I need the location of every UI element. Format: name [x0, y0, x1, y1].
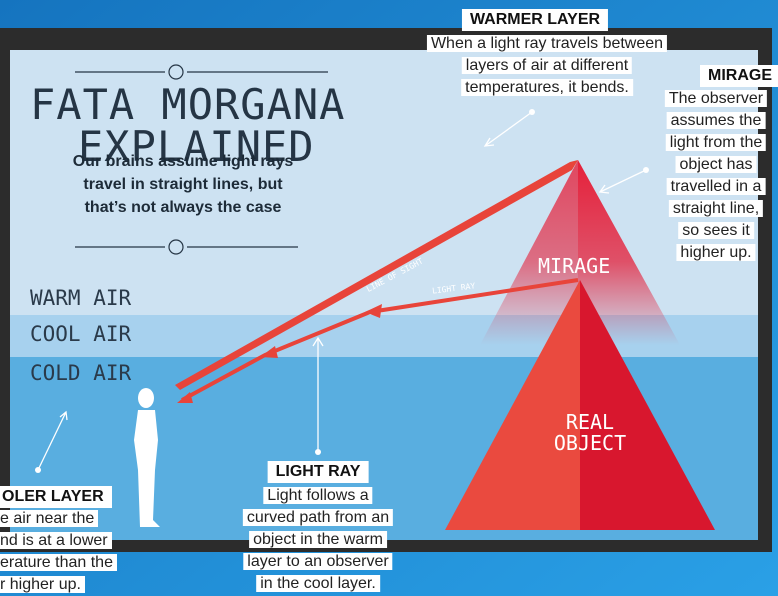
real-object-line: REAL [540, 412, 640, 433]
callout-line: in the cool layer. [256, 573, 380, 595]
callout-line: r higher up. [0, 574, 85, 596]
callout-line: light from the [666, 132, 766, 154]
callout-text: e air near the [0, 510, 98, 527]
callout-line: The observer [665, 88, 767, 110]
callout-text: object in the warm [249, 531, 387, 548]
callout-heading: LIGHT RAY [268, 461, 369, 483]
mirage-label: MIRAGE [538, 254, 610, 278]
title: FATA MORGANA [30, 84, 345, 126]
callout-line: so sees it [678, 220, 754, 242]
real-object-line: OBJECT [540, 433, 640, 454]
callout-text: layers of air at different [462, 57, 632, 74]
callout-text: higher up. [676, 244, 755, 261]
callout-text: r higher up. [0, 576, 85, 593]
callout-text: light from the [666, 134, 766, 151]
callout-heading: MIRAGE [700, 65, 778, 87]
callout-line: travelled in a [667, 176, 766, 198]
layer-label: WARM AIR [30, 286, 131, 310]
callout-line: assumes the [667, 110, 766, 132]
callout-text: The observer [665, 90, 767, 107]
callout-line: object has [676, 154, 757, 176]
callout-text: straight line, [669, 200, 763, 217]
subtitle-line: Our brains assume light rays [33, 150, 333, 173]
callout-text: travelled in a [667, 178, 766, 195]
callout-text: curved path from an [243, 509, 393, 526]
callout-text: assumes the [667, 112, 766, 129]
callout-line: e air near the [0, 508, 98, 530]
layer-label: COLD AIR [30, 361, 131, 385]
callout-line: When a light ray travels between [427, 33, 667, 55]
callout-text: When a light ray travels between [427, 35, 667, 52]
callout-text: so sees it [678, 222, 754, 239]
callout-line: erature than the [0, 552, 117, 574]
callout-line: nd is at a lower [0, 530, 112, 552]
callout-line: temperatures, it bends. [461, 77, 633, 99]
callout-line: object in the warm [249, 529, 387, 551]
infographic: FATA MORGANA EXPLAINED Our brains assume… [0, 0, 778, 596]
page: FATA MORGANA EXPLAINED Our brains assume… [0, 0, 778, 596]
callout-line: layers of air at different [462, 55, 632, 77]
callout-line: layer to an observer [243, 551, 392, 573]
pointer-dot [315, 449, 321, 455]
callout-text: nd is at a lower [0, 532, 112, 549]
callout-line: curved path from an [243, 507, 393, 529]
real-object-label: REAL OBJECT [540, 412, 640, 454]
pointer-dot [35, 467, 41, 473]
callout-text: in the cool layer. [256, 575, 380, 592]
pointer-dot [529, 109, 535, 115]
subtitle-line: that’s not always the case [33, 196, 333, 219]
callout-text: Light follows a [263, 487, 372, 504]
subtitle-line: travel in straight lines, but [33, 173, 333, 196]
callout-text: layer to an observer [243, 553, 392, 570]
callout-text: erature than the [0, 554, 117, 571]
layer-label: COOL AIR [30, 322, 131, 346]
callout-text: object has [676, 156, 757, 173]
callout-line: Light follows a [263, 485, 372, 507]
pointer-dot [643, 167, 649, 173]
callout-line: higher up. [676, 242, 755, 264]
callout-heading: WARMER LAYER [462, 9, 608, 31]
callout-text: temperatures, it bends. [461, 79, 633, 96]
callout-line: straight line, [669, 198, 763, 220]
callout-heading: OLER LAYER [0, 486, 112, 508]
